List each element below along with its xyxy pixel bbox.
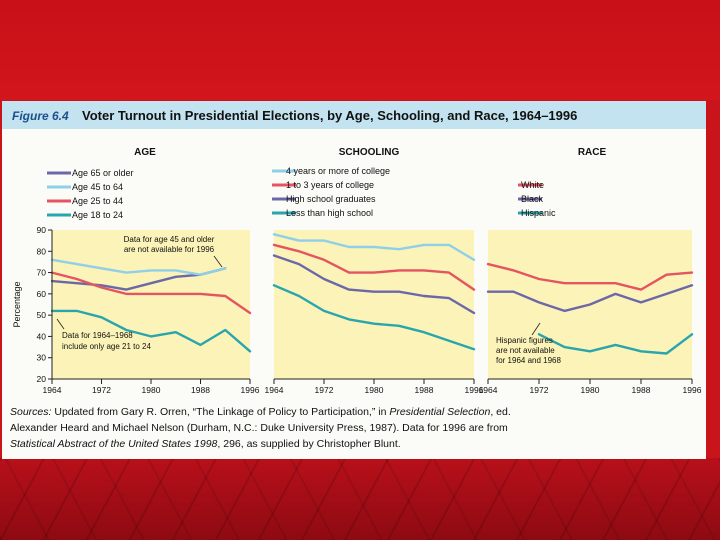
schooling-x-tick-label-4: 1996 (465, 385, 484, 395)
race-x-tick-label-2: 1980 (581, 385, 600, 395)
age-y-tick-label-2: 70 (37, 268, 47, 278)
race-series-line-0 (486, 262, 694, 291)
sources-text-1: Updated from Gary R. Orren, “The Linkage… (51, 406, 390, 418)
schooling-x-tick-label-3: 1988 (415, 385, 434, 395)
figure-panel: Figure 6.4 Voter Turnout in Presidential… (2, 101, 706, 459)
figure-label: Figure 6.4 (12, 109, 69, 123)
age-legend-label-0: Age 65 or older (72, 168, 134, 178)
age-y-axis-title: Percentage (12, 281, 22, 327)
age-x-tick-label-2: 1980 (142, 385, 161, 395)
schooling-legend-label-2: High school graduates (286, 194, 376, 204)
age-x-tick-label-3: 1988 (191, 385, 210, 395)
race-series-line-1 (486, 284, 694, 313)
race-x-tick-label-3: 1988 (632, 385, 651, 395)
age-y-tick-label-7: 20 (37, 374, 47, 384)
age-legend-label-3: Age 18 to 24 (72, 210, 123, 220)
age-series-line-3 (50, 309, 252, 353)
age-x-tick-label-1: 1972 (92, 385, 111, 395)
sources-text-3: , 296, as supplied by Christopher Blunt. (217, 438, 401, 450)
age-legend-label-2: Age 25 to 44 (72, 196, 123, 206)
schooling-legend-label-1: 1 to 3 years of college (286, 180, 374, 190)
race-series-line-2 (537, 333, 694, 355)
race-legend-label-1: Black (521, 194, 544, 204)
age-annotation-pointer-1 (213, 255, 223, 268)
age-y-tick-label-0: 90 (37, 225, 47, 235)
sources-note: Sources: Updated from Gary R. Orren, “Th… (10, 404, 550, 452)
schooling-series-line-0 (272, 233, 476, 262)
race-legend-label-2: Hispanic (521, 208, 556, 218)
sources-title-1: Presidential Selection (389, 406, 491, 418)
schooling-chart-title: SCHOOLING (339, 147, 400, 158)
race-legend-label-0: White (521, 180, 544, 190)
race-annotation-1: Hispanic figures (496, 336, 553, 345)
age-annotation-3: Data for 1964–1968 (62, 331, 133, 340)
race-x-tick-label-4: 1996 (683, 385, 702, 395)
age-series-line-2 (50, 271, 252, 315)
schooling-series-line-1 (272, 243, 476, 291)
schooling-x-tick-label-2: 1980 (365, 385, 384, 395)
age-y-tick-label-5: 40 (37, 331, 47, 341)
schooling-x-tick-label-1: 1972 (315, 385, 334, 395)
age-annotation-pointer-2 (56, 318, 65, 330)
age-x-tick-label-0: 1964 (43, 385, 62, 395)
sources-title-2: Statistical Abstract of the United State… (10, 438, 218, 450)
sources-text-2: , ed. Alexander Heard and Michael Nelson… (10, 406, 511, 434)
slide-background-bottom (0, 458, 720, 540)
schooling-legend-label-3: Less than high school (286, 208, 373, 218)
age-y-tick-label-4: 50 (37, 310, 47, 320)
age-plot-area (52, 230, 250, 379)
age-series-line-1 (50, 258, 227, 276)
age-annotation-2: are not available for 1996 (124, 245, 215, 254)
figure-title: Voter Turnout in Presidential Elections,… (82, 108, 578, 123)
race-annotation-pointer (531, 322, 541, 336)
race-chart-title: RACE (578, 147, 607, 158)
age-annotation-4: include only age 21 to 24 (62, 342, 152, 351)
figure-title-bar: Figure 6.4 Voter Turnout in Presidential… (2, 101, 706, 129)
schooling-x-tick-label-0: 1964 (265, 385, 284, 395)
race-annotation-3: for 1964 and 1968 (496, 356, 561, 365)
schooling-series-line-3 (272, 284, 476, 351)
slide-background-top (0, 0, 720, 100)
schooling-legend-label-0: 4 years or more of college (286, 166, 390, 176)
age-x-tick-label-4: 1996 (241, 385, 260, 395)
race-x-tick-label-1: 1972 (530, 385, 549, 395)
age-legend-label-1: Age 45 to 64 (72, 182, 123, 192)
race-x-tick-label-0: 1964 (479, 385, 498, 395)
age-chart-title: AGE (134, 147, 156, 158)
age-annotation-1: Data for age 45 and older (124, 235, 215, 244)
schooling-series-line-2 (272, 254, 476, 315)
age-y-tick-label-6: 30 (37, 353, 47, 363)
sources-label: Sources: (10, 406, 52, 418)
age-y-tick-label-1: 80 (37, 246, 47, 256)
age-y-tick-label-3: 60 (37, 289, 47, 299)
race-annotation-2: are not available (496, 346, 555, 355)
